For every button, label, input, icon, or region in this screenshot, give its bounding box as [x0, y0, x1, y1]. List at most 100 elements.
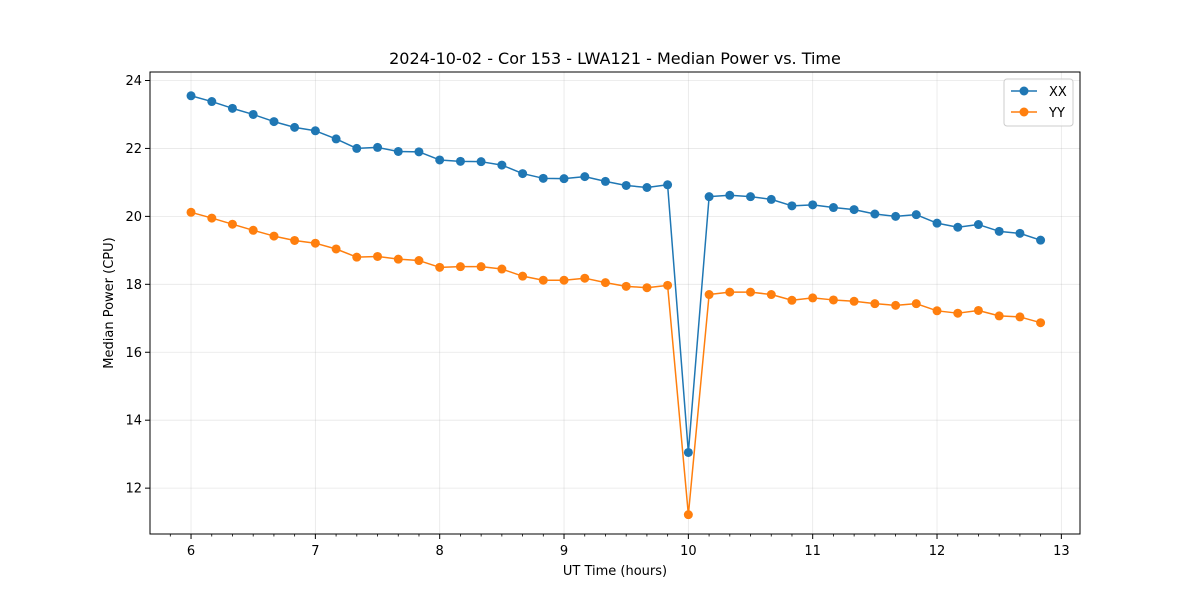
data-point-xx	[683, 447, 693, 457]
data-point-xx	[828, 203, 838, 213]
x-tick-label: 7	[311, 544, 319, 559]
data-point-yy	[828, 295, 838, 305]
data-point-xx	[808, 200, 818, 210]
data-point-xx	[663, 180, 673, 190]
data-point-xx	[994, 226, 1004, 236]
data-point-yy	[476, 262, 486, 272]
data-point-xx	[973, 220, 983, 230]
legend: XX YY	[1003, 78, 1074, 127]
y-tick-label: 14	[125, 414, 142, 429]
data-point-yy	[455, 262, 465, 272]
data-point-xx	[849, 205, 859, 215]
data-point-yy	[953, 308, 963, 318]
data-point-yy	[621, 281, 631, 291]
data-point-yy	[352, 252, 362, 262]
data-point-yy	[269, 231, 279, 241]
legend-label-xx: XX	[1049, 85, 1067, 100]
data-point-xx	[290, 122, 300, 132]
x-tick-label: 9	[560, 544, 568, 559]
data-point-xx	[621, 180, 631, 190]
data-point-xx	[310, 126, 320, 136]
series-layer	[186, 91, 1046, 520]
data-point-yy	[1036, 318, 1046, 328]
data-point-yy	[538, 275, 548, 285]
data-point-yy	[870, 299, 880, 309]
data-point-xx	[787, 201, 797, 211]
data-point-yy	[787, 295, 797, 305]
data-point-yy	[849, 296, 859, 306]
data-point-xx	[600, 176, 610, 186]
data-point-xx	[538, 173, 548, 183]
y-tick-label: 18	[125, 278, 142, 293]
data-point-yy	[414, 256, 424, 266]
data-point-yy	[373, 251, 383, 261]
data-point-yy	[290, 235, 300, 245]
data-point-xx	[331, 134, 341, 144]
data-point-yy	[186, 207, 196, 217]
data-point-yy	[911, 299, 921, 309]
data-point-xx	[1015, 228, 1025, 238]
y-tick-label: 24	[125, 74, 142, 89]
data-point-yy	[518, 271, 528, 281]
data-point-xx	[932, 218, 942, 228]
data-point-xx	[870, 209, 880, 219]
data-point-xx	[207, 97, 217, 107]
data-point-yy	[642, 283, 652, 293]
data-point-yy	[766, 290, 776, 300]
data-point-xx	[766, 194, 776, 204]
data-point-xx	[393, 146, 403, 156]
data-point-xx	[642, 183, 652, 192]
x-axis-label: UT Time (hours)	[563, 564, 667, 579]
data-point-xx	[352, 143, 362, 153]
y-tick-label: 20	[125, 210, 142, 225]
data-point-yy	[973, 305, 983, 315]
y-tick-label: 12	[125, 482, 142, 497]
data-point-yy	[207, 213, 217, 223]
data-point-xx	[953, 222, 963, 232]
data-point-xx	[186, 91, 196, 101]
data-point-xx	[725, 190, 735, 200]
data-point-xx	[435, 155, 445, 165]
data-point-yy	[746, 287, 756, 297]
data-point-xx	[1036, 235, 1046, 245]
x-tick-label: 13	[1053, 544, 1070, 559]
data-point-xx	[227, 103, 237, 113]
legend-marker-yy	[1019, 107, 1029, 117]
axis-ticks: 6 7 8 9 10 11 12 13 12 14 16 18 20 22 24	[125, 74, 1069, 559]
data-point-yy	[559, 275, 569, 285]
data-point-yy	[932, 306, 942, 316]
data-point-yy	[393, 254, 403, 264]
data-point-yy	[704, 290, 714, 300]
data-point-xx	[414, 147, 424, 157]
x-tick-label: 8	[436, 544, 444, 559]
data-point-xx	[891, 211, 901, 221]
data-point-xx	[704, 192, 714, 202]
data-point-xx	[476, 157, 486, 167]
data-point-xx	[269, 117, 279, 127]
chart-title: 2024-10-02 - Cor 153 - LWA121 - Median P…	[389, 49, 841, 68]
data-point-xx	[911, 210, 921, 220]
data-point-yy	[663, 280, 673, 290]
data-point-xx	[746, 192, 756, 202]
data-point-xx	[559, 174, 569, 184]
x-tick-label: 6	[187, 544, 195, 559]
data-point-yy	[435, 262, 445, 272]
data-point-xx	[373, 142, 383, 152]
data-point-yy	[248, 225, 258, 235]
data-point-yy	[808, 293, 818, 303]
data-point-yy	[600, 278, 610, 288]
data-point-xx	[497, 160, 507, 170]
y-axis-label: Median Power (CPU)	[102, 237, 117, 368]
data-point-yy	[1015, 312, 1025, 322]
data-point-xx	[518, 169, 528, 179]
data-point-xx	[248, 109, 258, 119]
data-point-yy	[331, 244, 341, 254]
x-tick-label: 12	[929, 544, 946, 559]
x-tick-label: 11	[804, 544, 821, 559]
data-point-yy	[891, 300, 901, 310]
data-point-yy	[580, 273, 590, 283]
y-tick-label: 22	[125, 142, 142, 157]
data-point-yy	[310, 238, 320, 248]
data-point-yy	[725, 287, 735, 297]
